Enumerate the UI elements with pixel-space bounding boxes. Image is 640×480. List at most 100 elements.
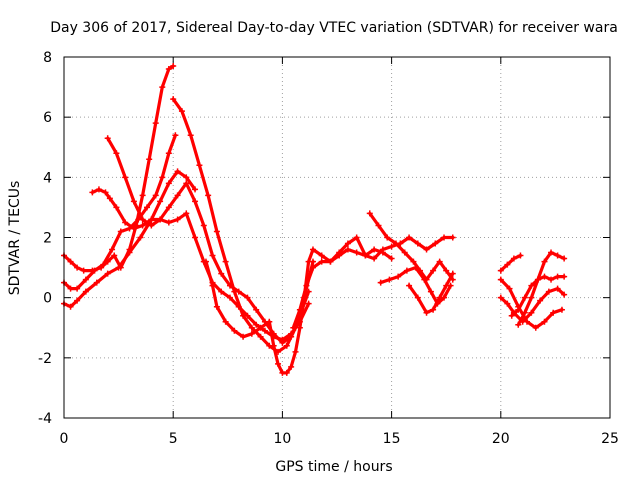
data-point-marker	[521, 294, 528, 301]
data-point-marker	[290, 324, 297, 331]
data-point-marker	[192, 198, 199, 205]
data-point-marker	[100, 261, 107, 268]
data-point-marker	[384, 234, 391, 241]
y-tick-label: 4	[43, 170, 52, 186]
data-point-marker	[231, 288, 238, 295]
data-point-marker	[534, 276, 541, 283]
data-point-marker	[327, 258, 334, 265]
data-point-marker	[554, 285, 561, 292]
series-line	[291, 235, 455, 330]
data-point-marker	[95, 186, 102, 193]
data-point-marker	[130, 225, 137, 232]
data-point-marker	[318, 252, 325, 259]
data-point-marker	[93, 279, 100, 286]
data-point-marker	[148, 216, 155, 223]
data-point-marker	[82, 288, 89, 295]
data-point-marker	[80, 267, 87, 274]
data-point-marker	[443, 267, 450, 274]
data-point-marker	[296, 306, 303, 313]
data-point-marker	[554, 273, 561, 280]
data-point-marker	[218, 270, 225, 277]
series-line	[379, 266, 453, 306]
data-point-marker	[561, 273, 568, 280]
series-arc-1	[61, 63, 177, 274]
y-tick-label: 0	[43, 291, 52, 307]
data-point-marker	[541, 318, 548, 325]
y-tick-label: 2	[43, 231, 52, 247]
y-tick-label: 8	[43, 50, 52, 66]
data-point-marker	[209, 252, 216, 259]
data-point-marker	[561, 291, 568, 298]
data-point-marker	[427, 288, 434, 295]
data-point-marker	[170, 96, 177, 103]
data-point-marker	[200, 222, 207, 229]
data-point-marker	[436, 294, 443, 301]
data-point-marker	[318, 258, 325, 265]
series-line	[204, 247, 394, 375]
series-line	[499, 253, 523, 273]
data-point-marker	[248, 324, 255, 331]
data-point-marker	[497, 267, 504, 274]
data-point-marker	[187, 132, 194, 139]
data-point-marker	[366, 210, 373, 217]
plot-frame	[63, 56, 611, 419]
x-tick-label: 20	[492, 431, 510, 447]
data-point-marker	[91, 267, 98, 274]
data-point-marker	[257, 333, 264, 340]
data-point-marker	[126, 249, 133, 256]
data-point-marker	[561, 255, 568, 262]
series-arc-9	[366, 210, 456, 283]
data-series	[61, 63, 568, 376]
data-point-marker	[550, 309, 557, 316]
data-point-marker	[165, 150, 172, 157]
data-point-marker	[170, 63, 177, 70]
data-point-marker	[528, 309, 535, 316]
data-point-marker	[139, 216, 146, 223]
grid-lines	[64, 57, 610, 418]
data-point-marker	[292, 348, 299, 355]
data-point-marker	[386, 276, 393, 283]
data-point-marker	[248, 330, 255, 337]
data-point-marker	[209, 282, 216, 289]
data-point-marker	[412, 264, 419, 271]
series-line	[106, 136, 311, 345]
data-point-marker	[406, 234, 413, 241]
data-point-marker	[395, 273, 402, 280]
data-point-marker	[157, 216, 164, 223]
x-tick-label: 0	[60, 431, 69, 447]
data-point-marker	[74, 297, 81, 304]
data-point-marker	[82, 276, 89, 283]
data-point-marker	[226, 294, 233, 301]
data-point-marker	[157, 198, 164, 205]
data-point-marker	[183, 174, 190, 181]
data-point-marker	[541, 273, 548, 280]
data-point-marker	[554, 252, 561, 259]
data-point-marker	[528, 294, 535, 301]
data-point-marker	[231, 327, 238, 334]
series-arc-8	[290, 234, 456, 331]
data-point-marker	[371, 255, 378, 262]
data-point-marker	[137, 234, 144, 241]
data-point-marker	[303, 282, 310, 289]
data-point-marker	[521, 309, 528, 316]
data-point-marker	[497, 276, 504, 283]
data-point-marker	[377, 279, 384, 286]
data-point-marker	[183, 210, 190, 217]
data-point-marker	[165, 219, 172, 226]
data-point-marker	[213, 228, 220, 235]
data-point-marker	[192, 234, 199, 241]
data-point-marker	[371, 246, 378, 253]
data-point-marker	[74, 264, 81, 271]
data-point-marker	[515, 306, 522, 313]
data-point-marker	[109, 246, 116, 253]
series-arc-10	[377, 264, 454, 307]
series-arc-2	[61, 132, 179, 292]
x-axis-label: GPS time / hours	[275, 459, 392, 475]
data-point-marker	[89, 189, 96, 196]
data-point-marker	[178, 108, 185, 115]
series-arc-5	[104, 135, 312, 346]
data-point-marker	[517, 252, 524, 259]
x-tick-label: 25	[601, 431, 619, 447]
data-point-marker	[115, 264, 122, 271]
x-tick-label: 15	[383, 431, 401, 447]
